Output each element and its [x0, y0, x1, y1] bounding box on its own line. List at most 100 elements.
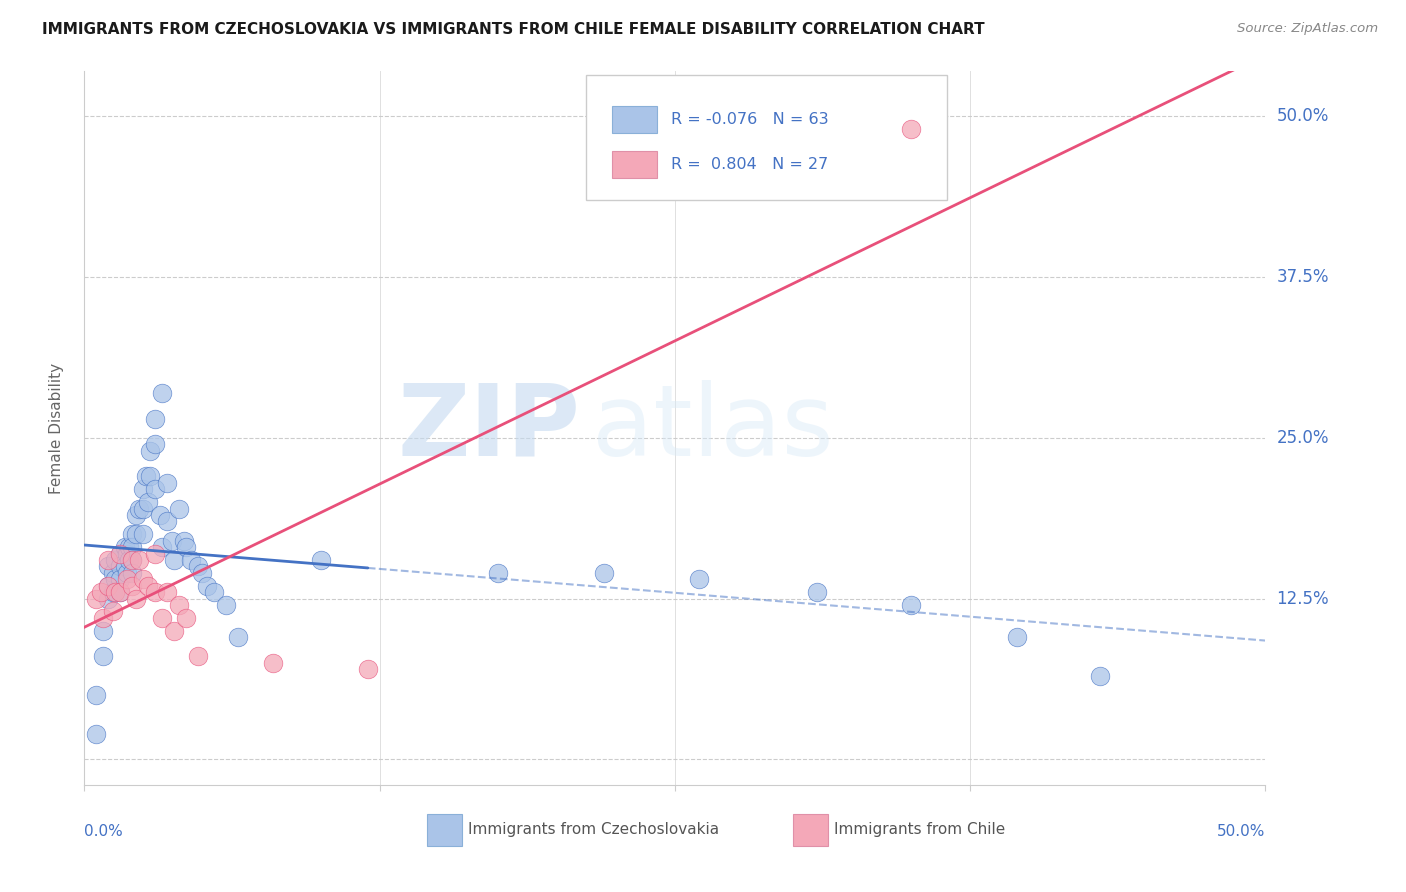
Point [121, 566, 143, 580]
Point [108, 572, 131, 586]
Point [121, 553, 143, 567]
Point [156, 585, 179, 599]
Point [108, 547, 131, 561]
Point [187, 559, 209, 574]
Point [135, 469, 157, 483]
Point [91, 611, 114, 625]
Point [108, 585, 131, 599]
Point [101, 604, 124, 618]
Point [84, 591, 107, 606]
Text: ZIP: ZIP [398, 380, 581, 476]
FancyBboxPatch shape [586, 75, 946, 200]
Text: 37.5%: 37.5% [1277, 268, 1329, 286]
Point [173, 533, 195, 548]
Point [806, 585, 828, 599]
Point [195, 579, 218, 593]
Point [115, 547, 138, 561]
Point [118, 540, 141, 554]
Point [84, 688, 107, 702]
Point [139, 469, 162, 483]
Text: 12.5%: 12.5% [1277, 590, 1329, 607]
Text: IMMIGRANTS FROM CZECHOSLOVAKIA VS IMMIGRANTS FROM CHILE FEMALE DISABILITY CORREL: IMMIGRANTS FROM CZECHOSLOVAKIA VS IMMIGR… [42, 22, 984, 37]
Point [121, 540, 143, 554]
Point [1007, 630, 1029, 644]
Point [97, 579, 120, 593]
Point [104, 553, 127, 567]
Point [486, 566, 509, 580]
Point [108, 547, 131, 561]
Point [125, 527, 148, 541]
Point [187, 649, 209, 664]
Point [84, 726, 107, 740]
Point [357, 662, 380, 676]
Text: Source: ZipAtlas.com: Source: ZipAtlas.com [1237, 22, 1378, 36]
Text: 0.0%: 0.0% [84, 824, 124, 839]
Point [118, 553, 141, 567]
Text: 50.0%: 50.0% [1218, 824, 1265, 839]
Y-axis label: Female Disability: Female Disability [49, 362, 63, 494]
Point [125, 508, 148, 522]
FancyBboxPatch shape [612, 151, 657, 178]
Point [1088, 668, 1111, 682]
Point [226, 630, 249, 644]
Text: Immigrants from Czechoslovakia: Immigrants from Czechoslovakia [468, 822, 720, 837]
Point [149, 508, 172, 522]
Point [115, 572, 138, 586]
Point [104, 572, 127, 586]
Point [132, 527, 155, 541]
Point [174, 540, 197, 554]
Point [91, 624, 114, 638]
Point [143, 411, 166, 425]
Point [108, 585, 131, 599]
Text: R =  0.804   N = 27: R = 0.804 N = 27 [671, 157, 828, 171]
FancyBboxPatch shape [793, 814, 828, 846]
Point [143, 547, 166, 561]
Point [114, 559, 136, 574]
Point [167, 501, 190, 516]
Point [132, 482, 155, 496]
Point [202, 585, 225, 599]
Point [97, 553, 120, 567]
Point [143, 585, 166, 599]
FancyBboxPatch shape [427, 814, 463, 846]
Point [101, 566, 124, 580]
Point [143, 482, 166, 496]
Point [167, 598, 190, 612]
Point [97, 591, 120, 606]
Point [593, 566, 616, 580]
Point [150, 611, 173, 625]
Point [150, 385, 173, 400]
Point [125, 591, 148, 606]
Point [156, 515, 179, 529]
Point [139, 443, 162, 458]
Point [180, 553, 202, 567]
Point [132, 572, 155, 586]
Point [90, 585, 112, 599]
Point [191, 566, 214, 580]
Point [114, 540, 136, 554]
Text: 50.0%: 50.0% [1277, 107, 1329, 126]
Text: R = -0.076   N = 63: R = -0.076 N = 63 [671, 112, 830, 127]
Point [121, 527, 143, 541]
Point [115, 566, 138, 580]
Point [136, 495, 159, 509]
Point [121, 553, 143, 567]
Point [163, 553, 186, 567]
Point [900, 598, 922, 612]
Point [215, 598, 238, 612]
Point [174, 611, 197, 625]
Text: Immigrants from Chile: Immigrants from Chile [834, 822, 1005, 837]
Point [150, 540, 173, 554]
Point [163, 624, 186, 638]
Point [309, 553, 332, 567]
FancyBboxPatch shape [612, 105, 657, 133]
Point [97, 579, 120, 593]
Point [262, 656, 284, 670]
Point [128, 501, 150, 516]
Point [132, 501, 155, 516]
Point [91, 649, 114, 664]
Point [104, 585, 127, 599]
Text: 25.0%: 25.0% [1277, 429, 1329, 447]
Point [136, 579, 159, 593]
Point [108, 559, 131, 574]
